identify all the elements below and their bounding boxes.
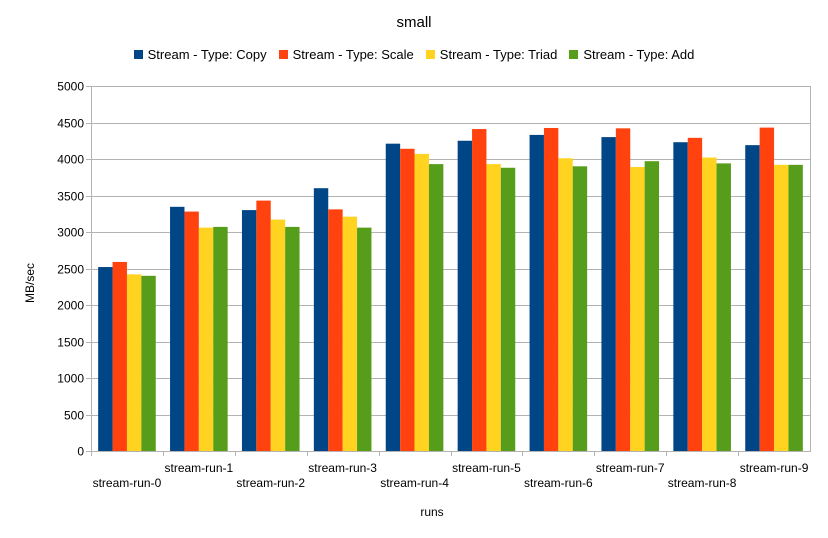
legend-label-triad: Stream - Type: Triad	[439, 47, 558, 62]
x-tick-label: stream-run-6	[524, 476, 593, 490]
y-tick-label: 0	[77, 445, 84, 459]
bar	[788, 164, 803, 451]
legend-label-add: Stream - Type: Add	[583, 47, 695, 62]
x-tick-label: stream-run-4	[380, 476, 449, 490]
bar	[357, 227, 372, 451]
y-tick-label: 4000	[57, 153, 84, 167]
bar	[414, 153, 429, 451]
bar	[759, 127, 775, 452]
bar	[543, 127, 559, 451]
legend-label-scale: Stream - Type: Scale	[292, 47, 414, 62]
x-tick-label: stream-run-1	[165, 461, 234, 475]
bar	[615, 128, 631, 451]
x-tick-label: stream-run-7	[596, 461, 665, 475]
x-tick-label: stream-run-9	[740, 461, 809, 475]
bar	[687, 137, 703, 451]
legend-item-copy: Stream - Type: Copy	[133, 47, 267, 62]
legend-swatch-triad	[425, 50, 435, 59]
bar	[385, 143, 401, 452]
x-axis-title: runs	[420, 505, 443, 519]
bar	[112, 261, 127, 451]
x-tick-label: stream-run-8	[668, 476, 737, 490]
bar	[558, 158, 573, 451]
bar	[141, 275, 156, 451]
bar	[98, 267, 113, 451]
y-tick-label: 1000	[57, 372, 84, 386]
y-tick-label: 4500	[57, 117, 84, 131]
bar	[428, 164, 444, 452]
legend-label-copy: Stream - Type: Copy	[147, 47, 267, 62]
bar	[702, 157, 717, 452]
legend-item-triad: Stream - Type: Triad	[425, 47, 558, 62]
bar	[457, 140, 473, 451]
bar	[213, 226, 228, 451]
tick-labels: 0 500 1000 1500 2000 2500 3000 3500 4000 4500 5000…	[57, 80, 808, 491]
y-axis-title: MB/sec	[23, 263, 37, 303]
axes	[86, 86, 811, 456]
bar	[241, 210, 257, 451]
bar	[745, 145, 760, 451]
y-tick-label: 3500	[57, 190, 84, 204]
bar	[572, 166, 588, 452]
bar	[256, 200, 271, 451]
bar	[184, 211, 199, 451]
bar	[285, 226, 300, 451]
bar	[644, 161, 660, 451]
bar	[313, 188, 329, 451]
bar	[328, 209, 343, 451]
legend-swatch-add	[569, 50, 579, 59]
bar	[774, 164, 789, 451]
bar	[673, 142, 688, 451]
legend: Stream - Type: Copy Stream - Type: Scale…	[0, 47, 828, 62]
bar	[472, 129, 487, 451]
bar	[400, 148, 415, 451]
y-tick-label: 2000	[57, 299, 84, 313]
bar	[716, 163, 731, 451]
bar	[270, 219, 286, 451]
legend-swatch-scale	[278, 50, 288, 59]
bar	[529, 134, 544, 451]
x-tick-label: stream-run-5	[452, 461, 521, 475]
bar	[630, 167, 645, 451]
bar	[486, 164, 501, 452]
bar	[601, 137, 616, 451]
y-tick-label: 1500	[57, 336, 84, 350]
bar	[170, 206, 185, 451]
y-tick-label: 500	[64, 409, 84, 423]
legend-item-scale: Stream - Type: Scale	[278, 47, 414, 62]
y-tick-label: 5000	[57, 80, 84, 94]
y-tick-label: 3000	[57, 226, 84, 240]
bar	[342, 216, 358, 451]
legend-item-add: Stream - Type: Add	[569, 47, 694, 62]
x-tick-label: stream-run-2	[236, 476, 305, 490]
x-tick-label: stream-run-3	[308, 461, 377, 475]
bar	[198, 227, 214, 451]
chart-title: small	[396, 14, 432, 31]
y-tick-label: 2500	[57, 263, 84, 277]
x-tick-label: stream-run-0	[93, 476, 162, 490]
bar	[500, 167, 516, 451]
legend-swatch-copy	[133, 50, 143, 59]
bar	[126, 274, 142, 451]
bars	[98, 127, 803, 452]
